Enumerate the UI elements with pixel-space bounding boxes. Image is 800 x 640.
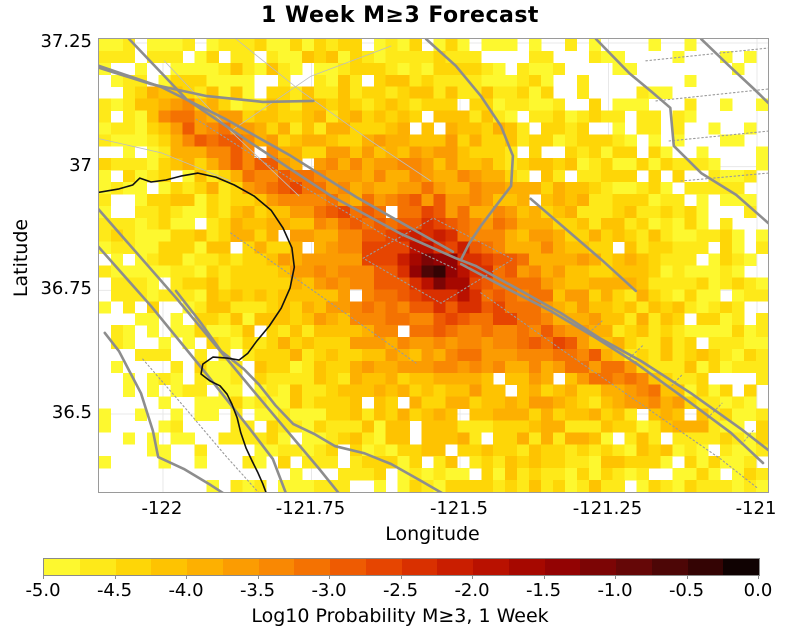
y-tick-label: 37 (69, 154, 92, 176)
colorbar-tick-label: -4.5 (96, 580, 133, 601)
colorbar-tick-label: -1.0 (597, 580, 633, 601)
heatmap-layer (99, 39, 768, 492)
colorbar-tick-label: -2.5 (382, 580, 419, 601)
colorbar-segment (401, 559, 438, 575)
colorbar-segment (365, 559, 402, 575)
y-tick-label: 37.25 (40, 31, 92, 52)
mesh-layer (99, 39, 432, 197)
dotted-fault-layer (142, 47, 768, 492)
colorbar-segment (79, 559, 116, 575)
colorbar-tick (257, 575, 259, 579)
colorbar-segment (151, 559, 187, 575)
y-tick-label: 36.5 (51, 402, 92, 424)
colorbar-segment (187, 559, 223, 575)
x-tick-label: -121.5 (429, 498, 488, 519)
x-axis-label: Longitude (385, 523, 480, 545)
colorbar-tick (543, 575, 545, 579)
chart-title: 1 Week M≥3 Forecast (261, 3, 539, 28)
colorbar-segment (651, 559, 688, 575)
colorbar-tick-label: -1.5 (525, 580, 562, 601)
colorbar-tick-label: -2.0 (454, 580, 490, 601)
colorbar (43, 558, 760, 576)
colorbar-segment (580, 559, 616, 575)
x-tick-label: -121 (735, 498, 777, 519)
coastline-layer (99, 172, 296, 492)
y-tick-label: 36.75 (40, 278, 92, 300)
colorbar-tick (758, 575, 759, 579)
colorbar-tick (329, 575, 330, 579)
colorbar-segment (544, 559, 581, 575)
colorbar-segment (508, 559, 545, 575)
x-tick-label: -121.75 (275, 498, 346, 519)
colorbar-segment (115, 559, 152, 575)
colorbar-tick (186, 575, 187, 579)
colorbar-segment (473, 559, 509, 575)
colorbar-segment (723, 559, 759, 575)
colorbar-tick (686, 575, 688, 579)
colorbar-tick (615, 575, 616, 579)
colorbar-tick-label: -4.0 (168, 580, 204, 601)
map-svg (99, 39, 768, 492)
colorbar-segment (616, 559, 652, 575)
plot-area (98, 38, 769, 493)
colorbar-segment (687, 559, 724, 575)
colorbar-segment (44, 559, 80, 575)
colorbar-segment (437, 559, 473, 575)
colorbar-tick-label: 0.0 (743, 580, 773, 601)
colorbar-segment (258, 559, 295, 575)
colorbar-segment (330, 559, 366, 575)
colorbar-tick (43, 575, 44, 579)
colorbar-caption: Log10 Probability M≥3, 1 Week (251, 605, 549, 627)
colorbar-tick-label: -3.0 (311, 580, 347, 601)
x-tick-label: -122 (141, 498, 183, 519)
colorbar-tick-label: -5.0 (25, 580, 61, 601)
colorbar-segment (222, 559, 259, 575)
colorbar-tick (114, 575, 116, 579)
colorbar-tick-label: -0.5 (668, 580, 705, 601)
x-tick-label: -121.25 (572, 498, 643, 519)
colorbar-segment (294, 559, 330, 575)
fault-layer (99, 39, 768, 492)
colorbar-tick-label: -3.5 (239, 580, 276, 601)
colorbar-tick (400, 575, 402, 579)
colorbar-tick (472, 575, 473, 579)
